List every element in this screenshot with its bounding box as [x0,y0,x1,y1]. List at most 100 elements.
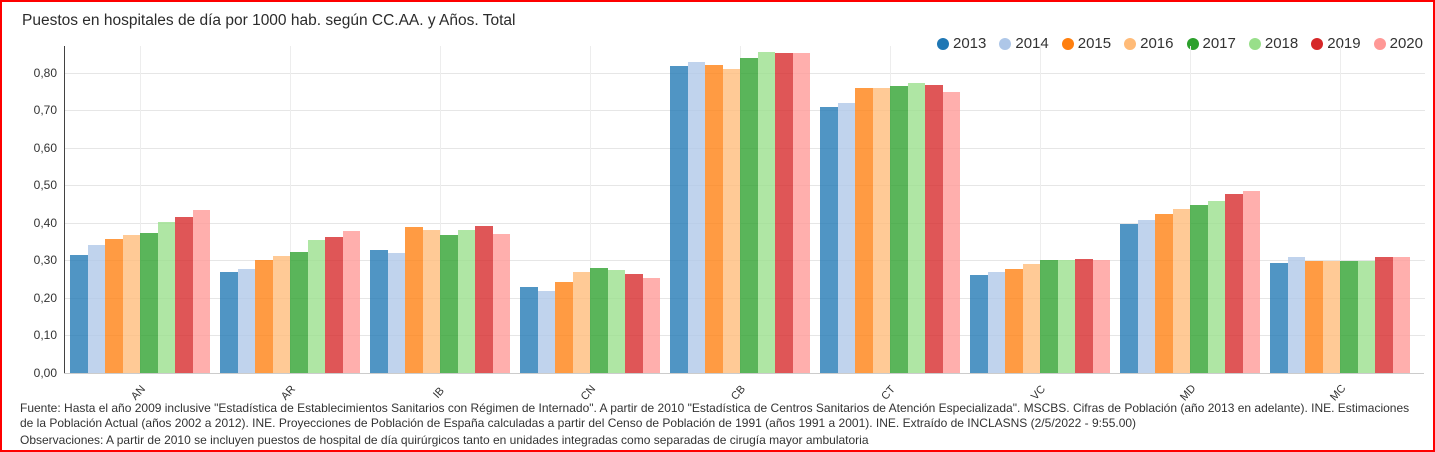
legend-item-2015[interactable]: 2015 [1061,35,1112,52]
bar-MC-2017[interactable] [1340,261,1358,373]
bar-CT-2016[interactable] [872,88,890,373]
bar-CN-2019[interactable] [625,274,643,373]
legend-item-2016[interactable]: 2016 [1124,35,1174,52]
bar-AR-2020[interactable] [342,231,360,373]
bar-CT-2019[interactable] [925,85,943,373]
bar-CB-2020[interactable] [792,53,810,373]
bar-VC-2020[interactable] [1092,260,1110,373]
legend-dot-icon [1186,37,1199,50]
bar-CT-2013[interactable] [820,107,838,373]
bar-VC-2017[interactable] [1040,260,1058,373]
bar-CT-2018[interactable] [907,83,925,373]
bar-CN-2018[interactable] [607,270,625,373]
bar-VC-2015[interactable] [1005,269,1023,373]
bar-CN-2015[interactable] [555,282,573,373]
bar-VC-2019[interactable] [1075,259,1093,373]
legend-item-2017[interactable]: 2017 [1186,35,1236,52]
bar-AR-2016[interactable] [272,256,290,373]
bar-AR-2015[interactable] [255,260,273,373]
bar-IB-2014[interactable] [387,253,405,373]
bar-AN-2013[interactable] [70,255,88,373]
x-axis-category-label: CT [879,383,898,403]
legend-item-2013[interactable]: 2013 [937,35,986,52]
bar-AN-2017[interactable] [140,233,158,373]
bar-group-VC [965,259,1115,373]
bar-CT-2014[interactable] [837,103,855,373]
bar-CB-2014[interactable] [687,62,705,373]
bar-MD-2016[interactable] [1172,209,1190,373]
bar-CN-2016[interactable] [572,272,590,373]
bar-AR-2019[interactable] [325,237,343,373]
bar-IB-2017[interactable] [440,235,458,373]
bar-MD-2015[interactable] [1155,214,1173,373]
bar-VC-2014[interactable] [987,272,1005,373]
bar-CN-2017[interactable] [590,268,608,373]
bar-MD-2017[interactable] [1190,205,1208,373]
bar-AN-2018[interactable] [157,222,175,373]
x-axis-category-label: VC [1028,383,1049,403]
bar-VC-2013[interactable] [970,275,988,373]
bar-AR-2017[interactable] [290,252,308,373]
legend-label: 2020 [1389,35,1423,52]
bar-VC-2018[interactable] [1057,260,1075,373]
bar-MD-2013[interactable] [1120,224,1138,373]
bar-MD-2014[interactable] [1137,220,1155,373]
bar-CB-2013[interactable] [670,66,688,373]
legend-dot-icon [1061,37,1074,50]
bar-CN-2020[interactable] [642,278,660,373]
bar-CN-2014[interactable] [537,291,555,373]
bar-MC-2018[interactable] [1357,261,1375,373]
bar-AR-2013[interactable] [220,272,238,373]
bar-AN-2016[interactable] [122,235,140,373]
bar-AR-2018[interactable] [307,240,325,373]
y-axis-tick-label: 0,70 [33,103,57,117]
bar-CB-2015[interactable] [705,65,723,373]
bar-MD-2020[interactable] [1242,191,1260,373]
bar-IB-2013[interactable] [370,250,388,373]
bar-CB-2018[interactable] [757,52,775,373]
bar-group-CN [515,268,665,373]
legend-label: 2017 [1202,35,1236,52]
x-axis-category-label: IB [431,385,447,401]
bar-AN-2015[interactable] [105,239,123,373]
bar-AR-2014[interactable] [237,269,255,373]
legend-dot-icon [1248,37,1261,50]
bar-CB-2019[interactable] [775,53,793,373]
legend-item-2018[interactable]: 2018 [1248,35,1299,52]
bar-CT-2017[interactable] [890,86,908,373]
gridline [1340,46,1341,373]
gridline [1040,46,1041,373]
bar-MC-2020[interactable] [1392,257,1410,373]
legend-label: 2018 [1264,35,1299,52]
legend-item-2019[interactable]: 2019 [1311,35,1361,52]
bar-MD-2019[interactable] [1225,194,1243,373]
bar-IB-2018[interactable] [457,230,475,373]
bar-AN-2014[interactable] [87,245,105,373]
legend-item-2020[interactable]: 2020 [1373,35,1423,52]
bar-group-MD [1115,191,1265,373]
legend-dot-icon [999,37,1012,50]
bar-CN-2013[interactable] [520,287,538,373]
bar-VC-2016[interactable] [1022,264,1040,373]
bar-CB-2016[interactable] [722,69,740,373]
bar-MC-2014[interactable] [1287,257,1305,373]
bar-MC-2013[interactable] [1270,263,1288,373]
bar-CB-2017[interactable] [740,58,758,373]
bar-AN-2020[interactable] [192,210,210,373]
bar-MC-2016[interactable] [1322,261,1340,373]
bar-IB-2019[interactable] [475,226,493,373]
bar-MD-2018[interactable] [1207,201,1225,373]
bar-MC-2019[interactable] [1375,257,1393,373]
legend-label: 2015 [1077,35,1112,52]
bar-IB-2015[interactable] [405,227,423,373]
bar-IB-2016[interactable] [422,230,440,373]
bar-CT-2015[interactable] [855,88,873,373]
bar-IB-2020[interactable] [492,234,510,373]
bar-AN-2019[interactable] [175,217,193,373]
bar-MC-2015[interactable] [1305,261,1323,373]
y-axis-tick-label: 0,10 [33,328,57,342]
bar-group-AN [65,210,215,373]
bar-CT-2020[interactable] [942,92,960,373]
y-axis-tick-label: 0,30 [33,253,57,267]
